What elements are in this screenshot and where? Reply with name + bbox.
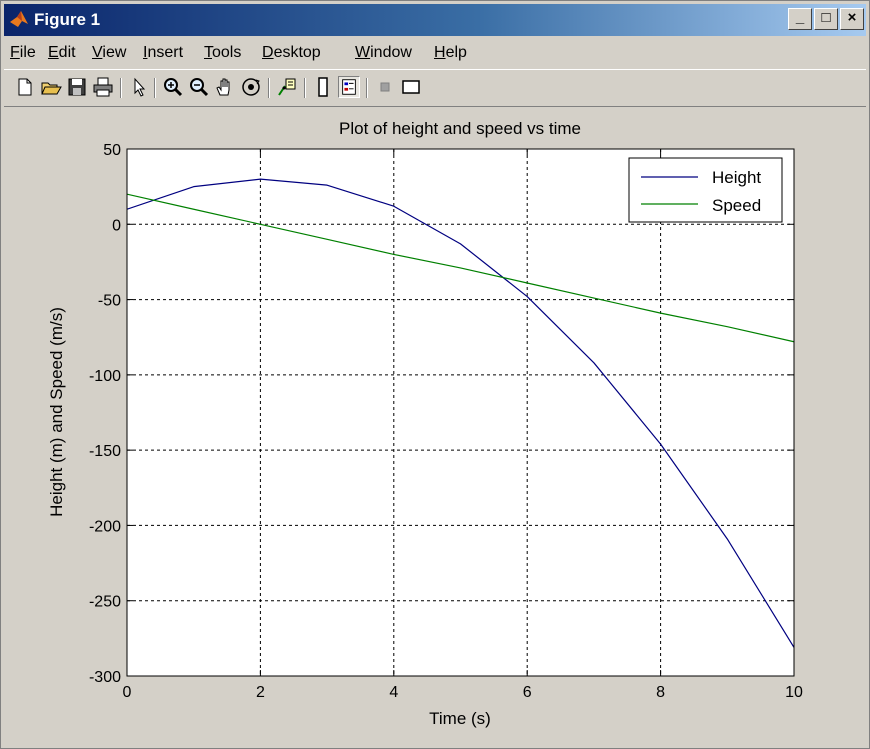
y-tick-label: -100 (89, 368, 121, 385)
menu-window-accel: W (355, 44, 371, 61)
grid-lines (127, 149, 794, 676)
y-tick-label: -200 (89, 518, 121, 535)
title-bar[interactable]: Figure 1 _ □ × (4, 4, 866, 36)
menu-window[interactable]: Window (355, 44, 412, 62)
minimize-button[interactable]: _ (788, 8, 812, 30)
series-line-height (126, 178, 795, 648)
menu-edit[interactable]: Edit (48, 44, 76, 62)
data-cursor-icon[interactable] (276, 76, 298, 98)
toolbar-separator (154, 78, 156, 98)
x-tick-label: 6 (523, 684, 532, 701)
zoom-out-icon[interactable] (188, 76, 210, 98)
menu-view-accel: V (92, 44, 103, 61)
menu-view-rest: iew (102, 44, 127, 61)
menu-file-rest: ile (19, 44, 36, 61)
menu-insert-accel: I (143, 44, 148, 61)
menu-desktop-accel: D (262, 44, 274, 61)
x-tick-label: 4 (389, 684, 398, 701)
new-file-icon[interactable] (14, 76, 36, 98)
window-title: Figure 1 (34, 10, 101, 29)
legend-height-label: Height (712, 168, 761, 187)
y-tick-label: 0 (112, 217, 121, 234)
maximize-button[interactable]: □ (814, 8, 838, 30)
x-tick-label: 10 (785, 684, 803, 701)
hide-plot-tools-icon[interactable] (374, 76, 396, 98)
menu-insert[interactable]: Insert (143, 44, 183, 62)
menu-file[interactable]: File (10, 44, 36, 62)
menu-tools-rest: ools (212, 44, 242, 61)
x-tick-label: 0 (123, 684, 132, 701)
series-lines (126, 178, 795, 648)
close-button[interactable]: × (840, 8, 864, 30)
figure-toolbar (4, 69, 866, 107)
x-tick-label: 8 (656, 684, 665, 701)
x-axis-label: Time (s) (429, 709, 491, 728)
print-icon[interactable] (92, 76, 114, 98)
edit-plot-arrow-icon[interactable] (128, 76, 150, 98)
save-icon[interactable] (66, 76, 88, 98)
show-plot-tools-icon[interactable] (400, 76, 422, 98)
zoom-in-icon[interactable] (162, 76, 184, 98)
y-tick-label: -150 (89, 443, 121, 460)
menu-tools[interactable]: Tools (204, 44, 241, 62)
plot-area (127, 149, 794, 676)
menu-tools-accel: T (204, 44, 212, 61)
menu-file-accel: F (10, 44, 20, 61)
menu-help-rest: elp (445, 44, 467, 61)
x-tick-label: 2 (256, 684, 265, 701)
menu-edit-accel: E (48, 44, 59, 61)
menu-help-accel: H (434, 44, 446, 61)
y-tick-label: -250 (89, 594, 121, 611)
axis-ticks: 0 2 4 6 8 10 50 0 -50 -100 -150 -200 -250 -300 (89, 142, 803, 701)
y-tick-label: 50 (103, 142, 121, 159)
menu-help[interactable]: Help (434, 44, 467, 62)
y-tick-label: -300 (89, 669, 121, 686)
matlab-icon (10, 11, 28, 27)
chart-title: Plot of height and speed vs time (339, 119, 581, 138)
legend[interactable]: Height Speed (628, 157, 783, 223)
toolbar-separator (304, 78, 306, 98)
colorbar-icon[interactable] (312, 76, 334, 98)
toolbar-separator (268, 78, 270, 98)
menu-edit-rest: dit (58, 44, 76, 61)
menu-bar: File Edit View Insert Tools Desktop Wind… (4, 39, 866, 67)
menu-insert-rest: nsert (147, 44, 184, 61)
menu-desktop[interactable]: Desktop (262, 44, 321, 62)
menu-window-rest: indow (370, 44, 412, 61)
rotate-3d-icon[interactable] (240, 76, 262, 98)
axes-box (126, 148, 795, 677)
y-tick-label: -50 (98, 293, 121, 310)
pan-hand-icon[interactable] (214, 76, 236, 98)
toolbar-separator (366, 78, 368, 98)
legend-box (628, 157, 783, 223)
legend-speed-label: Speed (712, 196, 761, 215)
toolbar-separator (120, 78, 122, 98)
series-line-speed (126, 193, 795, 343)
legend-icon[interactable] (338, 76, 360, 98)
menu-desktop-rest: esktop (273, 44, 321, 61)
y-axis-label: Height (m) and Speed (m/s) (47, 307, 66, 517)
open-file-icon[interactable] (40, 76, 62, 98)
menu-view[interactable]: View (92, 44, 126, 62)
